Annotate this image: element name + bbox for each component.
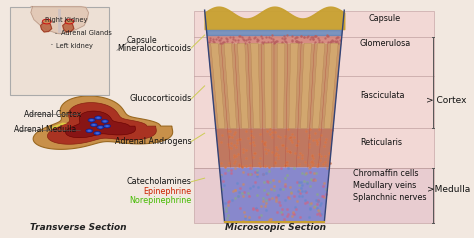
Circle shape (86, 129, 93, 133)
Polygon shape (264, 43, 272, 129)
Circle shape (94, 131, 101, 135)
Circle shape (65, 19, 74, 24)
Text: Catecholamines: Catecholamines (127, 177, 191, 186)
Text: Microscopic Section: Microscopic Section (225, 223, 326, 232)
Circle shape (103, 120, 107, 122)
Polygon shape (219, 168, 329, 222)
Text: Adrenal Cortex: Adrenal Cortex (24, 110, 81, 119)
Text: Glucocorticoids: Glucocorticoids (129, 94, 191, 103)
Polygon shape (312, 43, 325, 129)
Bar (193, 11, 434, 168)
Polygon shape (208, 43, 341, 129)
Circle shape (103, 124, 110, 128)
Polygon shape (237, 43, 248, 129)
Text: Capsule: Capsule (369, 14, 401, 23)
Circle shape (88, 130, 91, 132)
Text: Norepinephrine: Norepinephrine (129, 196, 191, 205)
Circle shape (97, 125, 104, 129)
Text: > Cortex: > Cortex (426, 96, 467, 104)
Text: Transverse Section: Transverse Section (30, 223, 127, 232)
Text: Capsule: Capsule (127, 36, 158, 45)
Circle shape (105, 125, 109, 127)
Text: >Medulla: >Medulla (427, 185, 470, 194)
Polygon shape (324, 43, 338, 129)
Polygon shape (66, 111, 136, 138)
Polygon shape (63, 22, 74, 32)
Circle shape (96, 132, 99, 134)
Polygon shape (224, 43, 237, 129)
Polygon shape (289, 43, 298, 129)
Text: Medullary veins: Medullary veins (353, 181, 416, 190)
Polygon shape (41, 22, 52, 32)
Text: Mineralocorticoids: Mineralocorticoids (118, 44, 191, 53)
Polygon shape (277, 43, 285, 129)
Circle shape (95, 116, 102, 120)
Polygon shape (207, 35, 342, 43)
Text: Glomerulosa: Glomerulosa (360, 39, 411, 48)
Bar (193, 168, 434, 223)
Circle shape (90, 119, 93, 121)
Circle shape (92, 124, 96, 126)
Polygon shape (31, 7, 89, 34)
Text: Left kidney: Left kidney (56, 43, 93, 49)
Circle shape (90, 123, 97, 127)
Text: Epinephrine: Epinephrine (143, 187, 191, 196)
Polygon shape (47, 103, 156, 144)
Polygon shape (251, 43, 260, 129)
Text: Chromaffin cells: Chromaffin cells (353, 169, 419, 178)
Text: Splanchnic nerves: Splanchnic nerves (353, 193, 427, 202)
Text: Adrenal Medulla: Adrenal Medulla (14, 125, 76, 134)
Polygon shape (211, 43, 225, 129)
Text: Adrenal Androgens: Adrenal Androgens (115, 137, 191, 146)
Circle shape (42, 19, 51, 24)
Circle shape (96, 117, 100, 119)
Polygon shape (48, 123, 67, 129)
Bar (9, 7, 109, 95)
Circle shape (99, 126, 102, 128)
Circle shape (88, 118, 95, 122)
Text: Reticularis: Reticularis (360, 138, 402, 147)
Circle shape (101, 119, 109, 123)
Polygon shape (216, 129, 333, 168)
Polygon shape (33, 96, 173, 149)
Text: Fasciculata: Fasciculata (360, 91, 404, 100)
Text: Right Kidney: Right Kidney (45, 17, 87, 23)
Text: Adrenal Glands: Adrenal Glands (61, 30, 111, 36)
Polygon shape (301, 43, 311, 129)
